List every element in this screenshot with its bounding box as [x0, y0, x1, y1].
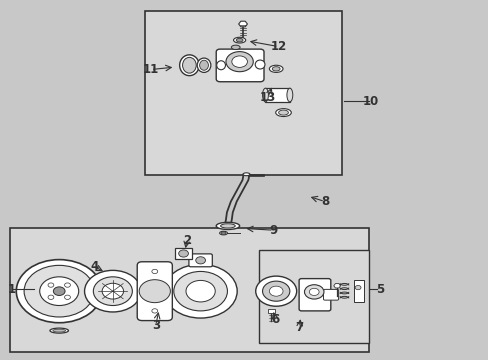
Ellipse shape	[233, 37, 245, 43]
Circle shape	[93, 277, 132, 306]
Text: 10: 10	[363, 95, 379, 108]
Circle shape	[173, 271, 227, 311]
Ellipse shape	[278, 110, 288, 115]
Bar	[267, 309, 274, 313]
FancyBboxPatch shape	[137, 262, 172, 320]
Ellipse shape	[236, 39, 243, 42]
Text: 5: 5	[375, 283, 384, 296]
Ellipse shape	[243, 173, 249, 176]
Ellipse shape	[255, 60, 264, 69]
Ellipse shape	[286, 88, 292, 102]
Text: 8: 8	[320, 195, 328, 208]
Ellipse shape	[50, 328, 68, 333]
Polygon shape	[238, 21, 247, 27]
Text: 9: 9	[269, 224, 277, 237]
Ellipse shape	[199, 60, 208, 70]
Bar	[353, 280, 363, 302]
Ellipse shape	[275, 109, 291, 117]
Ellipse shape	[216, 222, 239, 229]
Text: 4: 4	[90, 260, 99, 273]
Polygon shape	[333, 284, 340, 288]
Circle shape	[255, 276, 296, 306]
Text: 7: 7	[295, 321, 303, 334]
Text: 2: 2	[183, 234, 191, 247]
Circle shape	[354, 285, 360, 290]
FancyBboxPatch shape	[323, 289, 338, 300]
Circle shape	[185, 280, 215, 302]
Text: 3: 3	[151, 319, 160, 332]
Circle shape	[231, 56, 247, 67]
Circle shape	[84, 270, 141, 312]
Circle shape	[152, 309, 158, 313]
Circle shape	[53, 287, 65, 296]
Ellipse shape	[272, 67, 280, 71]
Ellipse shape	[197, 58, 210, 72]
Circle shape	[152, 269, 158, 274]
Ellipse shape	[219, 231, 227, 235]
Circle shape	[163, 264, 237, 318]
Circle shape	[195, 257, 205, 264]
Circle shape	[48, 283, 54, 287]
Ellipse shape	[220, 224, 235, 228]
Text: 6: 6	[270, 312, 279, 326]
Ellipse shape	[231, 45, 240, 49]
FancyBboxPatch shape	[299, 279, 330, 311]
Circle shape	[139, 280, 170, 303]
Bar	[174, 248, 192, 259]
Circle shape	[64, 295, 70, 300]
Text: 12: 12	[270, 40, 286, 53]
Circle shape	[64, 283, 70, 287]
Circle shape	[304, 285, 324, 299]
Circle shape	[16, 260, 102, 323]
Ellipse shape	[262, 88, 268, 102]
Text: 13: 13	[259, 91, 275, 104]
Text: 1: 1	[7, 283, 16, 296]
Bar	[265, 88, 289, 102]
Ellipse shape	[182, 57, 196, 73]
FancyBboxPatch shape	[188, 254, 212, 267]
Circle shape	[262, 281, 289, 301]
Circle shape	[225, 51, 253, 72]
Circle shape	[40, 277, 79, 306]
Ellipse shape	[53, 329, 65, 332]
Ellipse shape	[269, 65, 283, 72]
Bar	[259, 250, 368, 343]
Circle shape	[48, 295, 54, 300]
Circle shape	[269, 286, 283, 296]
Ellipse shape	[221, 232, 225, 234]
Circle shape	[102, 283, 123, 299]
Ellipse shape	[179, 55, 199, 76]
FancyBboxPatch shape	[216, 49, 264, 82]
Circle shape	[309, 288, 319, 296]
Bar	[144, 12, 341, 175]
Bar	[10, 228, 368, 352]
Ellipse shape	[216, 61, 225, 70]
Text: 11: 11	[142, 63, 159, 76]
Circle shape	[24, 265, 94, 317]
Circle shape	[178, 250, 188, 257]
